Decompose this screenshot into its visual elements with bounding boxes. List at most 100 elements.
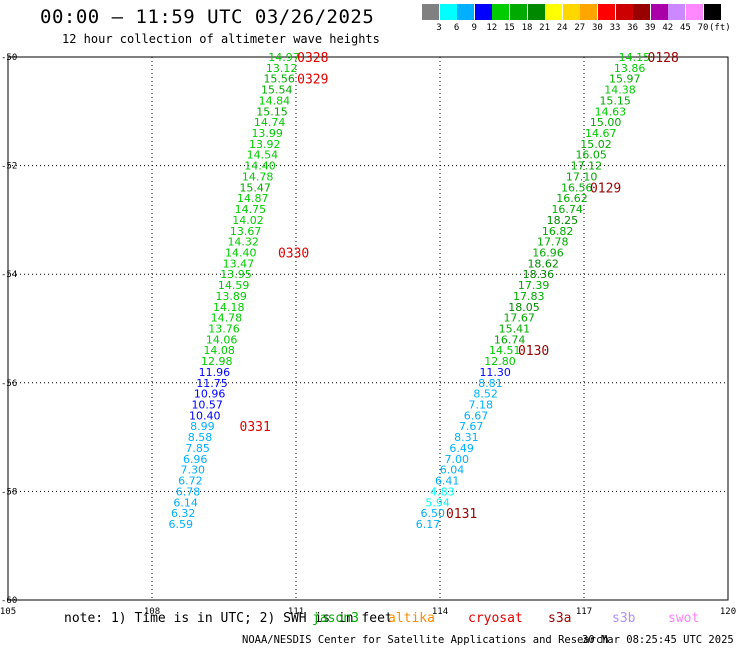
- swh-value: 18.62: [527, 257, 559, 270]
- swh-value: 16.05: [575, 149, 607, 162]
- legend-label: 9: [471, 23, 477, 33]
- footer-timestamp: 30 Mar 08:25:45 UTC 2025: [582, 634, 734, 646]
- swh-value: 7.00: [445, 453, 470, 466]
- swh-value: 7.30: [181, 464, 206, 477]
- swh-value: 6.59: [169, 518, 194, 531]
- pass-time-label: 0328: [297, 51, 328, 66]
- pass-time-label: 0331: [240, 420, 271, 435]
- x-tick-label: 105: [0, 607, 16, 617]
- y-tick-label: -50: [1, 53, 17, 63]
- swh-value: 16.74: [494, 333, 526, 346]
- swh-value: 15.02: [580, 138, 612, 151]
- legend-label: 42: [662, 23, 674, 33]
- swh-value: 6.41: [435, 475, 460, 488]
- chart-subtitle: 12 hour collection of altimeter wave hei…: [62, 32, 380, 46]
- swh-value: 13.92: [249, 138, 281, 151]
- swh-value: 16.62: [556, 192, 588, 205]
- legend-swatch: [562, 4, 580, 20]
- swh-value: 17.67: [503, 312, 535, 325]
- legend-label: 24: [556, 23, 568, 33]
- swh-value: 14.02: [232, 214, 264, 227]
- plot-frame: [7, 56, 729, 601]
- legend-swatch: [474, 4, 492, 20]
- legend-label: 18: [521, 23, 533, 33]
- swh-value: 8.52: [473, 388, 498, 401]
- swh-value: 8.31: [454, 431, 479, 444]
- legend-swatch: [580, 4, 598, 20]
- legend-label: 6: [453, 23, 460, 33]
- swh-value: 13.47: [223, 257, 255, 270]
- swh-value: 6.78: [176, 485, 201, 498]
- y-tick-label: -54: [1, 270, 17, 280]
- swh-value: 7.67: [459, 420, 484, 433]
- swh-value: 15.97: [609, 73, 641, 86]
- swh-value: 6.32: [171, 507, 196, 520]
- swh-value: 14.74: [254, 116, 286, 129]
- y-tick-label: -56: [1, 379, 17, 389]
- swh-value: 7.18: [469, 399, 494, 412]
- swh-value: 18.36: [523, 268, 555, 281]
- satellite-name: s3a: [548, 611, 572, 626]
- swh-value: 5.94: [425, 496, 450, 509]
- swh-value: 15.56: [263, 73, 295, 86]
- legend-swatch: [650, 4, 668, 20]
- swh-value: 18.25: [547, 214, 579, 227]
- satellite-name: altika: [388, 611, 435, 626]
- swh-value: 14.54: [247, 149, 279, 162]
- y-tick-label: -52: [1, 162, 17, 172]
- swh-value: 14.08: [203, 344, 235, 357]
- swh-value: 13.86: [614, 62, 646, 75]
- swh-value: 16.74: [551, 203, 583, 216]
- legend-label: 70: [697, 23, 709, 33]
- legend-swatch: [615, 4, 633, 20]
- swh-value: 6.50: [421, 507, 446, 520]
- swh-value: 13.12: [266, 62, 298, 75]
- swh-value: 7.85: [185, 442, 210, 455]
- swh-value: 14.32: [227, 236, 259, 249]
- chart-grid: [7, 56, 729, 601]
- x-tick-label: 117: [576, 607, 592, 617]
- swh-value: 14.06: [206, 333, 238, 346]
- pass-time-label: 0330: [278, 246, 309, 261]
- swh-value: 6.96: [183, 453, 208, 466]
- swh-value: 15.54: [261, 84, 293, 97]
- swh-value: 14.59: [218, 279, 250, 292]
- chart-axes: 105 108 111 114 117 120 -50 -52 -54 -56 -58 -60: [0, 53, 736, 617]
- footer-note: note: 1) Time is in UTC; 2) SWH is in fe…: [64, 611, 393, 626]
- legend-label: 39: [644, 23, 656, 33]
- swh-value: 14.51: [489, 344, 521, 357]
- legend-swatch: [422, 4, 439, 20]
- swh-value: 17.10: [566, 170, 598, 183]
- x-tick-label: 108: [144, 607, 160, 617]
- x-tick-label: 120: [720, 607, 736, 617]
- swh-value: 10.96: [194, 388, 226, 401]
- pass-time-label: 0130: [518, 344, 549, 359]
- legend-swatch: [527, 4, 545, 20]
- legend-swatch: [633, 4, 651, 20]
- satellite-name: swot: [668, 611, 700, 626]
- legend-label: 21: [539, 23, 551, 33]
- swh-value: 15.47: [239, 181, 271, 194]
- legend-label: 15: [503, 23, 515, 33]
- footer-credit: NOAA/NESDIS Center for Satellite Applica…: [242, 634, 609, 646]
- swh-value: 14.40: [225, 246, 257, 259]
- legend-label: 33: [609, 23, 621, 33]
- swh-value: 16.82: [542, 225, 574, 238]
- legend-swatch: [545, 4, 563, 20]
- swh-value: 17.39: [518, 279, 550, 292]
- legend-unit: (ft): [709, 23, 731, 33]
- swh-value: 15.15: [256, 105, 288, 118]
- swh-value: 12.80: [484, 355, 516, 368]
- legend-swatch: [510, 4, 527, 20]
- swh-value: 17.78: [537, 236, 569, 249]
- swh-value: 6.72: [178, 475, 203, 488]
- swh-value: 14.84: [259, 94, 291, 107]
- swh-value: 16.56: [561, 181, 593, 194]
- satellite-name: s3b: [612, 611, 636, 626]
- x-tick-label: 111: [288, 607, 304, 617]
- legend-label: 3: [436, 23, 442, 33]
- swh-value: 17.12: [571, 160, 603, 173]
- satellite-name: jason3: [312, 611, 359, 626]
- swh-value: 18.05: [508, 301, 540, 314]
- swh-value: 10.40: [189, 409, 221, 422]
